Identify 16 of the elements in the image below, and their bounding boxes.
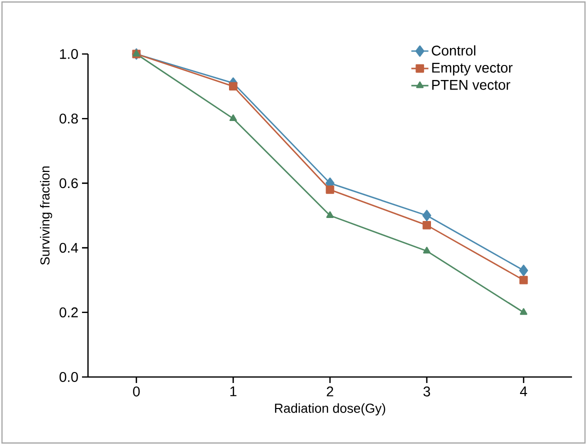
y-tick-label: 0.6 (60, 178, 78, 188)
y-tick-label: 0.8 (60, 114, 78, 124)
x-tick-label: 1 (230, 386, 236, 396)
y-tick-label: 0.0 (60, 372, 78, 382)
x-tick-label: 0 (133, 386, 140, 396)
x-tick-label: 2 (326, 386, 334, 396)
legend-label: Empty vector (432, 62, 513, 76)
y-tick-label: 0.2 (60, 307, 78, 318)
y-axis-title: Surviving fraction (40, 166, 52, 265)
x-tick-label: 4 (520, 386, 528, 396)
y-tick-label: 1.0 (60, 49, 78, 59)
x-axis-title: Radiation dose(Gy) (275, 403, 386, 416)
legend-label: Control (432, 45, 476, 56)
legend-label: PTEN vector (432, 80, 510, 90)
x-tick-label: 3 (423, 386, 430, 396)
y-tick-label: 0.4 (60, 242, 78, 253)
